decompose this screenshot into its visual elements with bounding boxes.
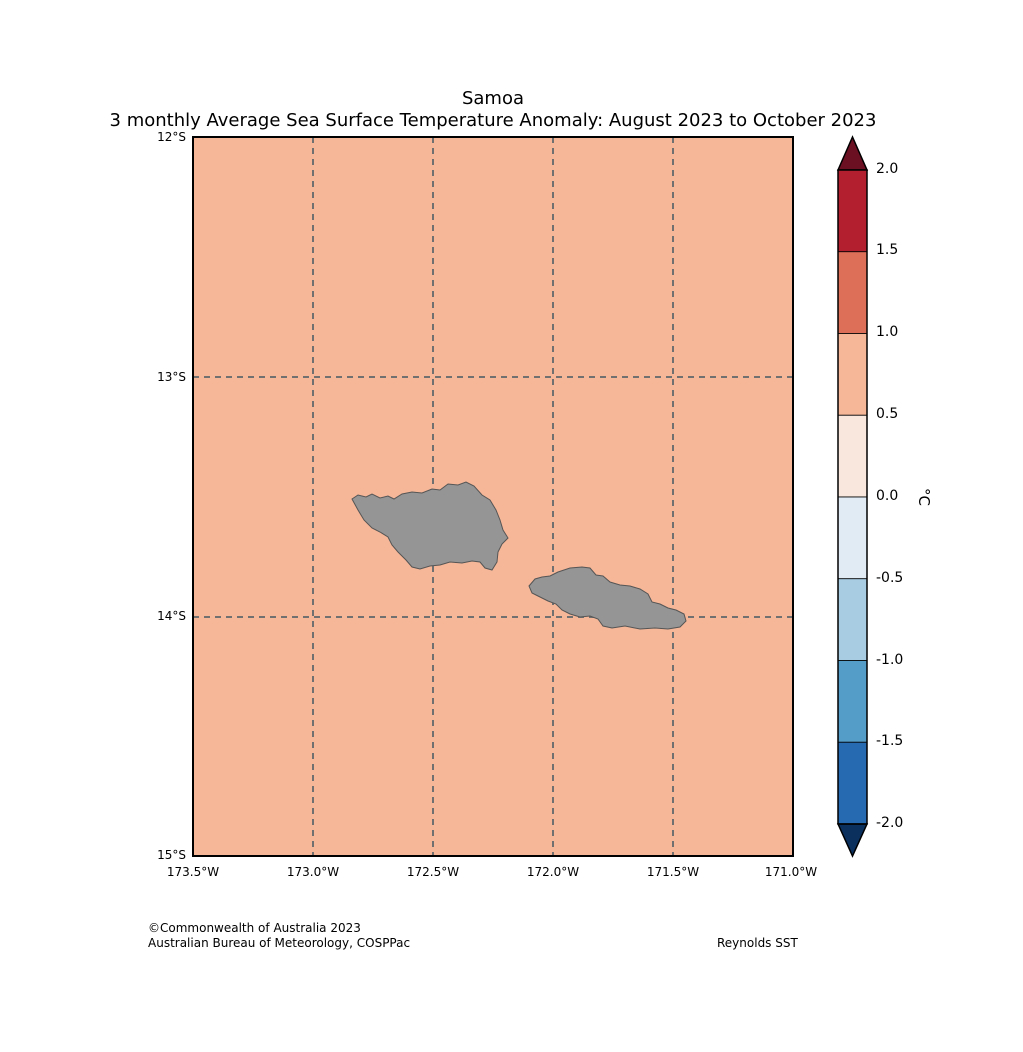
- data-source-text: Reynolds SST: [717, 936, 798, 950]
- colorbar: [836, 135, 869, 858]
- lon-label-171-5w: 171.5°W: [646, 865, 700, 879]
- colorbar-tick-label: -1.0: [876, 652, 904, 668]
- map-frame: [192, 136, 794, 857]
- colorbar-bin: [837, 496, 868, 580]
- colorbar-bin: [837, 660, 868, 743]
- colorbar-bin: [837, 169, 868, 253]
- colorbar-extend-min: [836, 823, 869, 858]
- colorbar-bin: [837, 741, 868, 825]
- lat-label-12s: 12°S: [157, 130, 186, 144]
- colorbar-extend-max: [836, 135, 869, 171]
- lon-label-173-5w: 173.5°W: [166, 865, 220, 879]
- island-savaii: [351, 481, 509, 571]
- colorbar-tick-label: -0.5: [876, 570, 904, 586]
- lat-label-14s: 14°S: [157, 609, 186, 623]
- colorbar-bin: [837, 333, 868, 416]
- map-subtitle: 3 monthly Average Sea Surface Temperatur…: [109, 110, 877, 131]
- map-title: Samoa: [461, 88, 525, 109]
- colorbar-tick-label: 1.0: [876, 324, 899, 340]
- lon-label-173-0w: 173.0°W: [286, 865, 340, 879]
- colorbar-unit: °C: [914, 488, 933, 506]
- island-upolu: [528, 566, 687, 630]
- colorbar-bin: [837, 251, 868, 334]
- colorbar-tick-label: 2.0: [876, 161, 899, 177]
- lat-label-15s: 15°S: [157, 848, 186, 862]
- colorbar-tick-label: -2.0: [876, 815, 904, 831]
- ocean-field: [193, 137, 793, 856]
- colorbar-outline: [837, 169, 868, 825]
- gridlines: [193, 137, 793, 856]
- lat-label-13s: 13°S: [157, 370, 186, 384]
- colorbar-tick-label: -1.5: [876, 733, 904, 749]
- colorbar-tick-label: 0.0: [876, 488, 899, 504]
- colorbar-tick-label: 1.5: [876, 242, 899, 258]
- colorbar-bin: [837, 414, 868, 498]
- copyright-text: ©Commonwealth of Australia 2023: [148, 921, 361, 935]
- footer-credits: ©Commonwealth of Australia 2023 Australi…: [148, 921, 410, 951]
- lon-label-171-0w: 171.0°W: [764, 865, 818, 879]
- agency-text: Australian Bureau of Meteorology, COSPPa…: [148, 936, 411, 950]
- colorbar-bin: [837, 578, 868, 661]
- lon-label-172-5w: 172.5°W: [406, 865, 460, 879]
- lon-label-172-0w: 172.0°W: [526, 865, 580, 879]
- colorbar-tick-label: 0.5: [876, 406, 899, 422]
